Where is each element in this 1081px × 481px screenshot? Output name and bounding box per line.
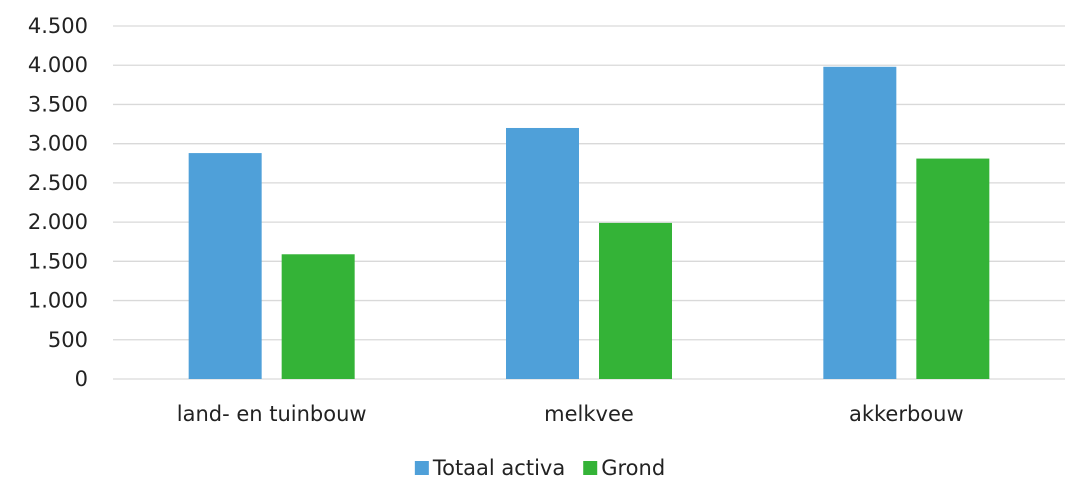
y-tick-label: 3.000 [28,132,88,156]
legend-swatch [414,461,429,475]
y-tick-label: 3.500 [28,92,88,116]
y-tick-label: 2.000 [28,210,88,234]
y-tick-label: 2.500 [28,171,88,195]
y-tick-label: 4.000 [28,53,88,77]
bar [823,66,897,380]
bar [599,222,672,379]
y-tick-label: 0 [75,367,88,391]
bar [188,153,262,379]
x-tick-label: akkerbouw [849,402,964,426]
y-tick-label: 4.500 [28,14,88,38]
y-tick-label: 1.000 [28,289,88,313]
legend-swatch [583,461,598,475]
bar [281,254,355,379]
bar [506,127,579,379]
y-tick-label: 500 [48,328,88,352]
y-tick-label: 1.500 [28,249,88,273]
legend-label: Totaal activa [432,456,565,480]
legend-label: Grond [601,456,665,480]
bar [916,158,990,379]
x-tick-label: land- en tuinbouw [177,402,367,426]
x-tick-label: melkvee [544,402,634,426]
